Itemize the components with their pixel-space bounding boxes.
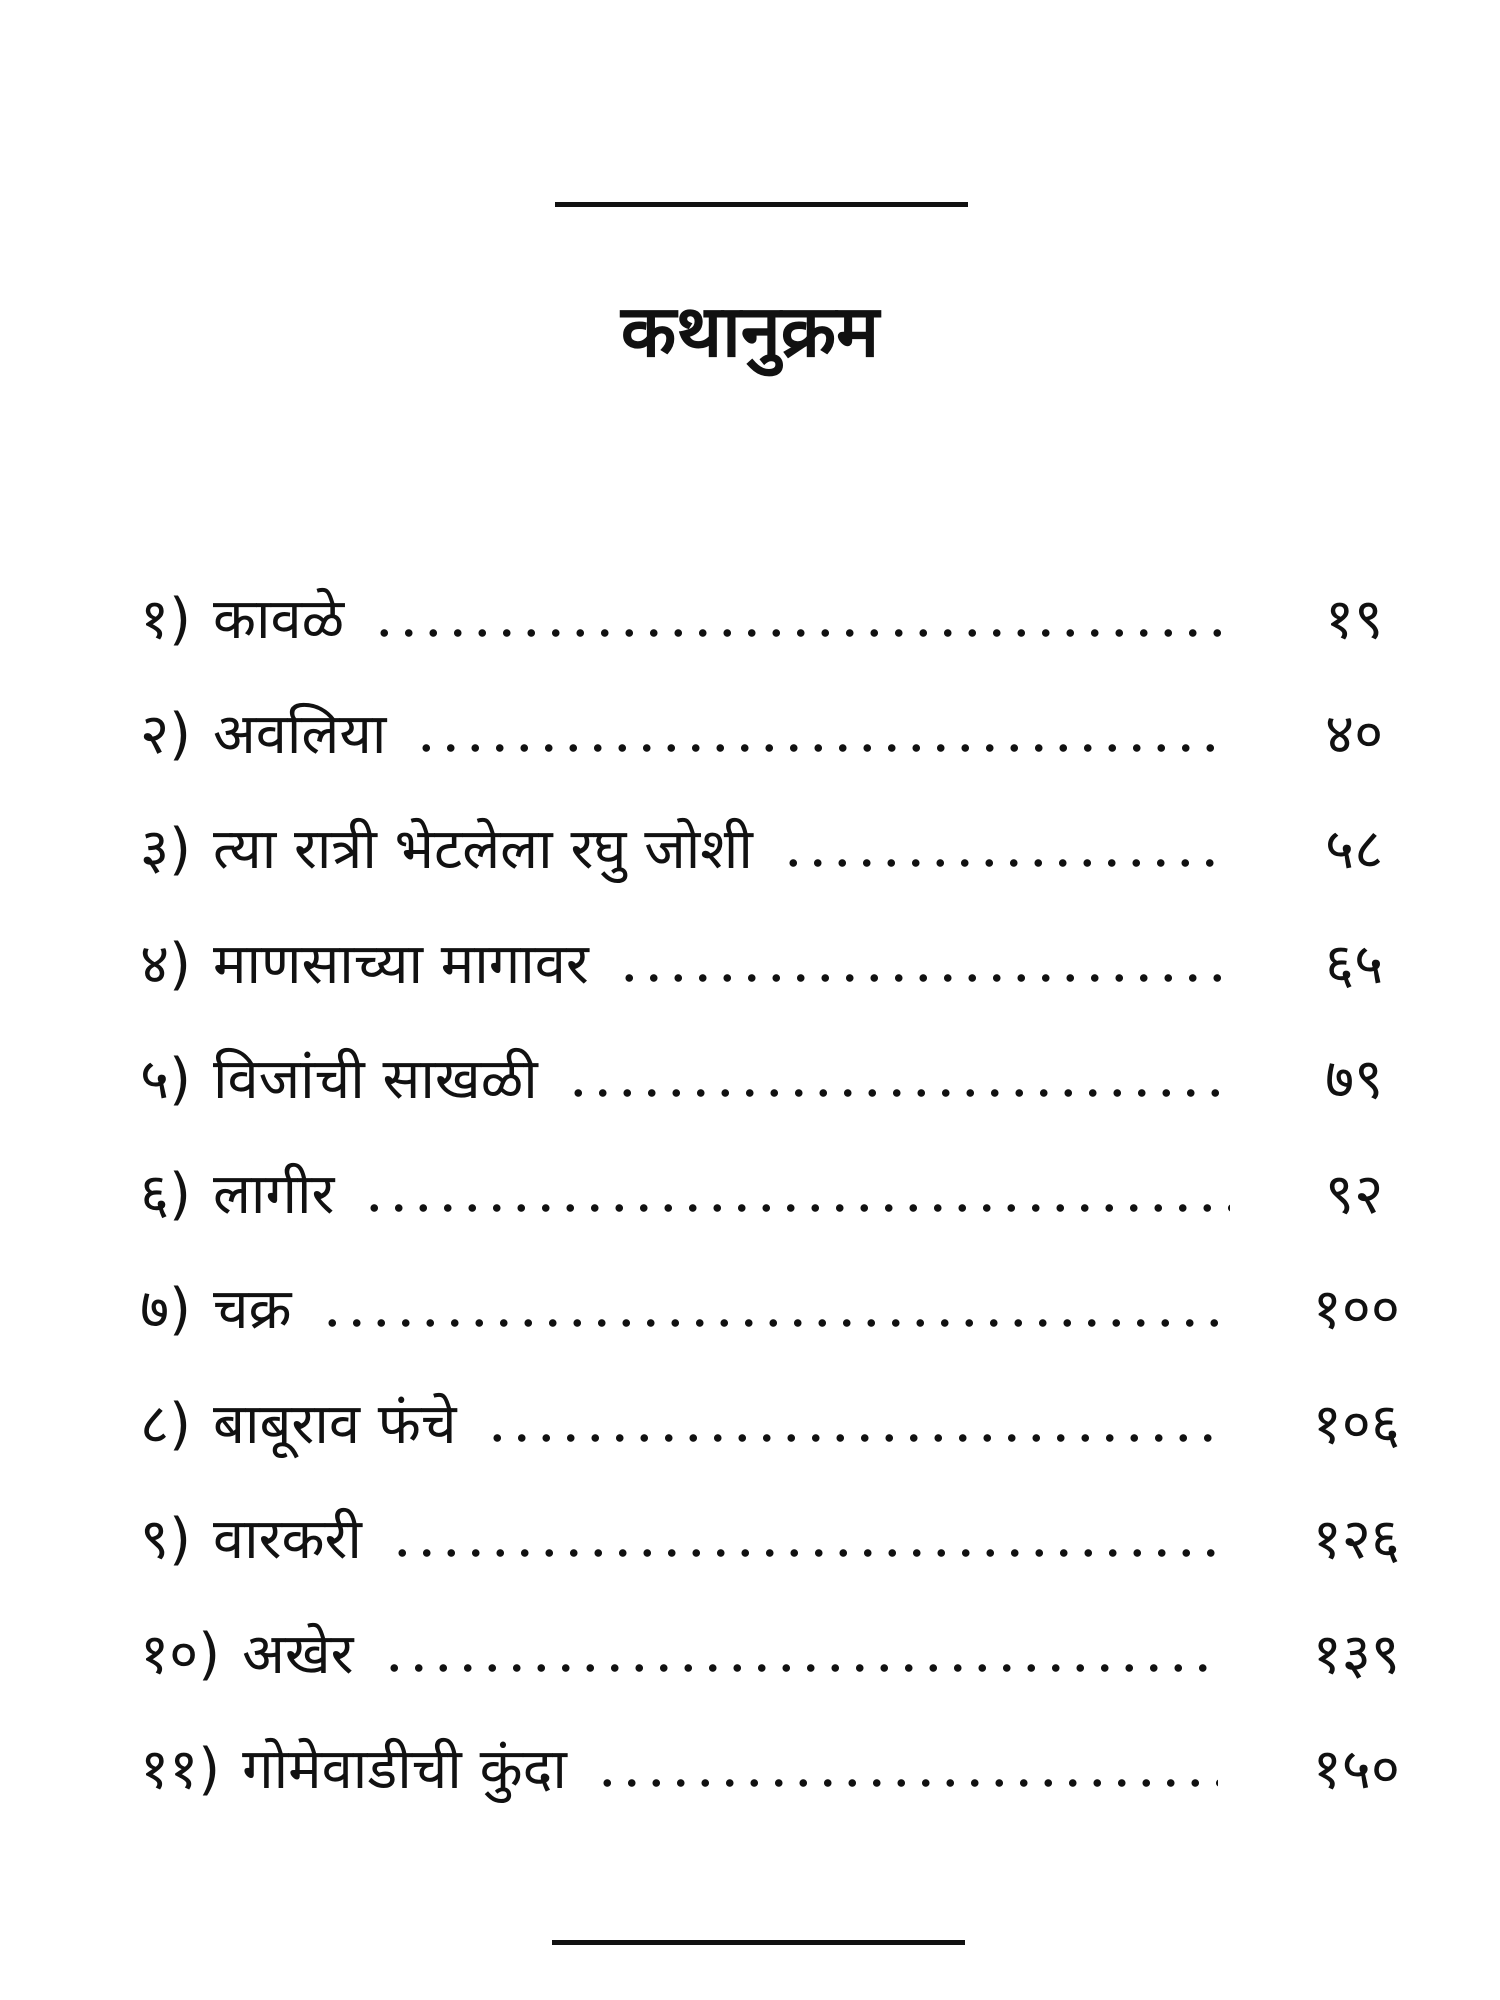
entry-number: १०): [140, 1622, 221, 1687]
dot-leader: [484, 1432, 1218, 1444]
entry-title: माणसाच्या मागावर: [212, 932, 589, 997]
dot-leader: [780, 857, 1230, 869]
toc-entry: ३) त्या रात्री भेटलेला रघु जोशी ५८: [140, 770, 1400, 885]
entry-number: २): [140, 702, 191, 767]
dot-leader: [414, 742, 1230, 754]
entry-title: अवलिया: [212, 702, 387, 767]
toc-entry: १) कावळे १९: [140, 540, 1400, 655]
dot-leader: [389, 1547, 1218, 1559]
toc-entry: ४) माणसाच्या मागावर ६५: [140, 885, 1400, 1000]
entry-title: कावळे: [212, 587, 345, 652]
entry-number: ३): [140, 817, 191, 882]
entry-title: बाबूराव फंचे: [212, 1392, 457, 1457]
entry-page-number: ६५: [1325, 932, 1384, 997]
entry-page-number: १००: [1312, 1277, 1400, 1342]
entry-title: विजांची साखळी: [212, 1047, 538, 1112]
dot-leader: [372, 627, 1230, 639]
toc-entry: ५) विजांची साखळी ७९: [140, 1000, 1400, 1115]
entry-page-number: ४०: [1325, 702, 1384, 767]
entry-number: ११): [140, 1737, 221, 1802]
entry-page-number: १२६: [1312, 1507, 1400, 1572]
toc-entry: ७) चक्र १००: [140, 1230, 1400, 1345]
dot-leader: [319, 1317, 1218, 1329]
dot-leader: [616, 972, 1230, 984]
entry-number: ६): [140, 1162, 191, 1227]
entry-title: लागीर: [212, 1162, 335, 1227]
entry-number: ५): [140, 1047, 191, 1112]
top-divider: [555, 202, 968, 207]
dot-leader: [381, 1662, 1218, 1674]
toc-entry: १०) अखेर १३९: [140, 1575, 1400, 1690]
toc-entry: ८) बाबूराव फंचे १०६: [140, 1345, 1400, 1460]
page-title: कथानुक्रम: [620, 289, 880, 373]
entry-title: अखेर: [242, 1622, 354, 1687]
entry-number: ४): [140, 932, 191, 997]
entry-title: चक्र: [212, 1277, 292, 1342]
entry-number: ९): [140, 1507, 191, 1572]
entry-title: वारकरी: [212, 1507, 362, 1572]
toc-entry: ६) लागीर ९२: [140, 1115, 1400, 1230]
entry-number: ७): [140, 1277, 191, 1342]
toc-entry: ११) गोमेवाडीची कुंदा १५०: [140, 1690, 1400, 1805]
bottom-divider: [552, 1940, 965, 1945]
dot-leader: [594, 1777, 1218, 1789]
table-of-contents: १) कावळे १९ २) अवलिया ४० ३) त्या रात्री भेटलेला…: [140, 540, 1400, 1805]
toc-entry: २) अवलिया ४०: [140, 655, 1400, 770]
entry-title: त्या रात्री भेटलेला रघु जोशी: [212, 817, 753, 882]
entry-page-number: ९२: [1325, 1162, 1384, 1227]
dot-leader: [362, 1202, 1230, 1214]
entry-number: १): [140, 587, 191, 652]
entry-page-number: ५८: [1325, 817, 1384, 882]
entry-page-number: १९: [1325, 587, 1384, 652]
entry-title: गोमेवाडीची कुंदा: [242, 1737, 567, 1802]
entry-page-number: ७९: [1325, 1047, 1384, 1112]
toc-entry: ९) वारकरी १२६: [140, 1460, 1400, 1575]
entry-page-number: १५०: [1312, 1737, 1400, 1802]
entry-number: ८): [140, 1392, 191, 1457]
entry-page-number: १०६: [1312, 1392, 1400, 1457]
entry-page-number: १३९: [1312, 1622, 1400, 1687]
dot-leader: [565, 1087, 1230, 1099]
